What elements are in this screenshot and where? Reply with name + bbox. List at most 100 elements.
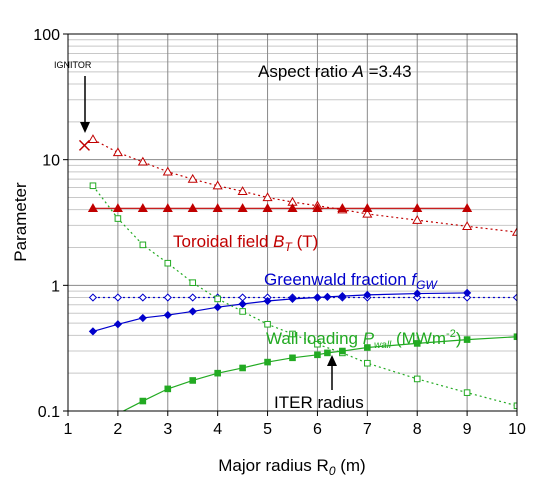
data-point-pw_solid [139,397,147,405]
toroidal-field-unit: (T) [292,232,318,251]
y-axis-label: Parameter [11,182,30,262]
plot-border [67,33,518,412]
data-point-bt_hollow [412,214,423,224]
x-tick-label: 2 [113,421,122,438]
ignitor-arrow-head [80,122,90,133]
data-point-pw_solid [324,349,331,357]
data-point-fgw_solid [263,296,272,306]
x-tick-label: 1 [64,421,73,438]
aspect-ratio-value: =3.43 [364,62,412,81]
data-point-bt_solid [412,203,423,212]
data-point-fgw_solid [338,292,347,301]
data-point-bt_solid [462,203,473,212]
data-point-fgw_solid [463,288,472,298]
y-tick-label: 0.1 [38,404,60,421]
data-point-pw_solid [189,377,197,384]
data-point-bt_solid [262,203,273,212]
plot-area [68,34,517,411]
data-point-pw_solid [413,340,421,347]
data-point-fgw_solid [288,294,297,304]
greenwald-fraction-label: Greenwald fraction fGW [264,270,438,292]
greenwald-fraction-subscript: GW [416,278,438,292]
data-point-pw_solid [364,344,371,351]
data-point-bt_solid [162,203,173,212]
data-point-fgw_hollow [88,293,98,302]
data-point-bt_solid [337,203,348,212]
data-point-bt_hollow [87,134,99,144]
y-tick-label: 10 [42,153,60,170]
x-axis-label: Major radius R0 (m) [218,456,365,478]
data-point-pw_solid [164,385,172,393]
iter-arrow-head [327,355,337,366]
x-axis-label-unit: (m) [336,456,366,475]
x-tick-label: 8 [413,421,422,438]
x-tick-label: 6 [313,421,322,438]
greenwald-fraction-text: Greenwald fraction [264,270,411,289]
y-tick-label: 100 [33,27,60,44]
data-point-bt_hollow [462,221,473,230]
data-point-pw_hollow [413,375,421,383]
toroidal-field-text: Toroidal field [173,232,273,251]
data-point-bt_hollow [237,186,248,195]
data-point-bt_hollow [262,192,273,202]
data-point-pw_solid [214,369,221,377]
x-tick-label: 10 [508,421,526,438]
wall-loading-unit-close: ) [456,329,462,348]
data-point-fgw_solid [88,327,98,336]
data-point-fgw_solid [138,313,147,323]
data-point-fgw_solid [413,289,422,298]
data-point-fgw_solid [313,293,322,302]
ignitor-marker [78,139,90,151]
data-point-bt_solid [362,203,373,212]
wall-loading-unit-exponent: -2 [446,328,456,340]
data-point-fgw_hollow [138,293,147,302]
data-point-pw_hollow [289,330,296,338]
data-point-bt_solid [287,203,298,212]
greenwald-fraction-symbol: f [411,270,418,289]
x-tick-label: 3 [163,421,172,438]
data-point-pw_hollow [264,320,271,328]
data-point-pw_hollow [214,295,221,303]
data-point-pw_solid [339,347,346,355]
data-point-pw_solid [239,364,246,372]
aspect-ratio-symbol: A [352,62,364,81]
aspect-ratio-annotation: Aspect ratio A =3.43 [258,62,412,81]
data-point-bt_solid [187,203,198,212]
x-tick-label: 9 [463,421,472,438]
data-point-bt_hollow [212,180,223,190]
iter-radius-label: ITER radius [274,393,364,412]
wall-loading-symbol: P [363,329,375,348]
x-axis-label-text: Major radius R [218,456,329,475]
wall-loading-subscript: wall [374,340,392,351]
toroidal-field-subscript: T [285,240,294,254]
data-point-bt_hollow [137,156,148,166]
data-point-pw_hollow [239,308,246,315]
data-point-bt_solid [137,203,148,212]
x-tick-label: 7 [363,421,372,438]
x-tick-label: 4 [213,421,222,438]
data-point-pw_solid [463,336,471,343]
data-point-pw_hollow [139,241,147,249]
wall-loading-label: Wall loading Pwall (MWm-2) [266,328,462,351]
data-point-pw_solid [264,358,271,366]
data-point-fgw_solid [163,310,172,320]
data-point-bt_solid [87,203,99,212]
data-point-pw_hollow [513,402,517,410]
data-point-fgw_hollow [512,293,517,302]
data-point-fgw_hollow [463,293,472,302]
data-point-bt_solid [237,203,248,212]
data-point-pw_hollow [189,279,197,286]
data-point-bt_solid [112,203,123,212]
data-point-pw_solid [314,351,321,359]
series-markers [87,134,517,411]
aspect-ratio-prefix: Aspect ratio [258,62,353,81]
wall-loading-text: Wall loading [266,329,363,348]
data-point-fgw_hollow [188,293,197,302]
data-point-fgw_solid [363,290,372,299]
y-tick-label: 1 [51,278,60,295]
ignitor-label: IGNITOR [54,60,92,70]
series-line-pw_solid [122,336,517,411]
data-point-pw_solid [289,354,296,362]
